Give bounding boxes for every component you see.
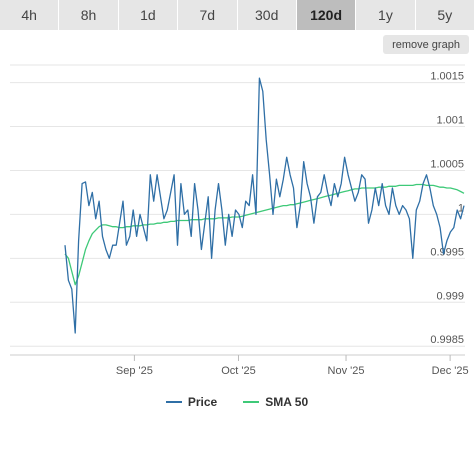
remove-graph-button[interactable]: remove graph: [383, 35, 469, 54]
tab-7d[interactable]: 7d: [178, 0, 238, 30]
y-tick-label: 1.0015: [430, 71, 464, 83]
series-line-sma-50: [64, 183, 465, 286]
timeframe-tabs: 4h 8h 1d 7d 30d 120d 1y 5y: [0, 0, 474, 30]
tab-4h[interactable]: 4h: [0, 0, 60, 30]
legend-swatch-price: [165, 401, 182, 403]
tab-8h[interactable]: 8h: [59, 0, 119, 30]
y-tick-label: 0.999: [436, 290, 464, 302]
series-line-price: [64, 77, 465, 334]
y-tick-label: 1.001: [436, 115, 464, 127]
x-axis-ticks: Sep '25 Oct '25 Nov '25 Dec '25: [10, 354, 469, 377]
tab-120d[interactable]: 120d: [296, 0, 357, 30]
tab-30d[interactable]: 30d: [237, 0, 297, 30]
y-tick-label: 0.9995: [430, 246, 464, 258]
y-tick-label: 1: [458, 202, 464, 214]
y-axis-ticks: 0.9985 0.999 0.9995 1 1.0005 1.001 1.0015: [430, 71, 464, 347]
x-tick-label: Dec '25: [432, 365, 469, 377]
chart-legend: Price SMA 50: [0, 392, 474, 412]
price-chart: 0.9985 0.999 0.9995 1 1.0005 1.001 1.0015 Sep …: [10, 64, 469, 377]
legend-label-price: Price: [187, 395, 218, 409]
y-tick-label: 1.0005: [430, 158, 464, 170]
legend-item-price[interactable]: Price: [165, 395, 218, 409]
grid-lines: [10, 64, 465, 347]
legend-item-sma-50[interactable]: SMA 50: [243, 395, 308, 409]
tab-1d[interactable]: 1d: [118, 0, 179, 30]
x-tick-label: Nov '25: [328, 365, 365, 377]
series-layer: [64, 77, 465, 334]
tab-1y[interactable]: 1y: [356, 0, 416, 30]
tab-5y[interactable]: 5y: [415, 0, 474, 30]
y-tick-label: 0.9985: [430, 334, 464, 346]
legend-label-sma-50: SMA 50: [265, 395, 309, 409]
legend-swatch-sma-50: [243, 401, 260, 403]
x-tick-label: Sep '25: [116, 365, 153, 377]
x-tick-label: Oct '25: [221, 365, 256, 377]
